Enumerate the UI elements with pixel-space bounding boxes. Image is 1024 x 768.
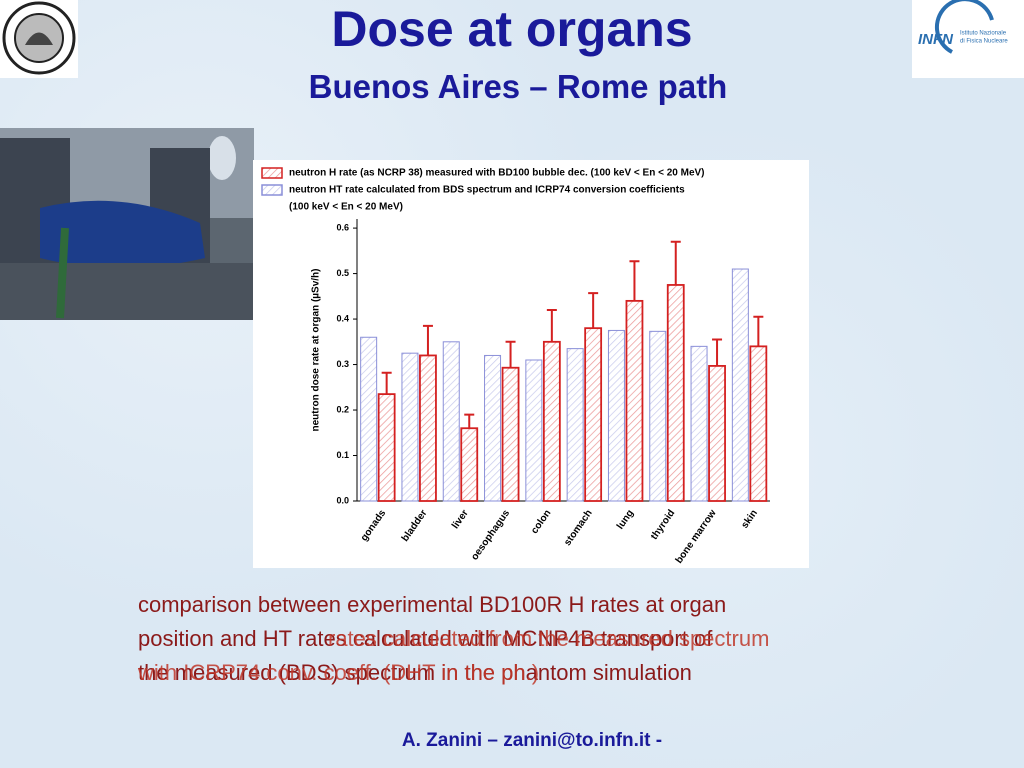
error-bar [712, 338, 723, 366]
bar [690, 345, 708, 502]
subtitle: Buenos Aires – Rome path [308, 68, 728, 105]
bar [377, 393, 396, 502]
bar [649, 330, 667, 502]
error-bar [464, 413, 475, 429]
legend-swatch [261, 167, 283, 179]
legend-label: neutron H rate (as NCRP 38) measured wit… [289, 168, 705, 179]
caption: comparison between experimental BD100R H… [138, 588, 938, 690]
error-bar [670, 240, 681, 285]
legend-label: (100 keV < En < 20 MeV) [289, 202, 403, 213]
title: Dose at organs [331, 1, 693, 57]
error-bar [546, 308, 557, 342]
infn-logo: INFN Istituto Nazionale di Fisica Nuclea… [912, 0, 1024, 78]
caption-line: rates calculated from the measured spect… [328, 626, 770, 651]
bar [584, 327, 603, 502]
legend-swatch [261, 184, 283, 196]
bar [442, 341, 460, 502]
bar [484, 354, 502, 502]
infn-name: Istituto Nazionale [960, 31, 1007, 37]
footer: A. Zanini – zanini@to.infn.it - [401, 730, 663, 751]
bar [607, 329, 625, 502]
caption-line: position and HT rates calculated with MC… [138, 626, 713, 651]
bar [731, 268, 749, 502]
error-bar [505, 340, 516, 368]
bar [401, 352, 419, 502]
infn-logo-graphic: INFN Istituto Nazionale di Fisica Nuclea… [918, 0, 1008, 54]
y-tick-label: 0.1 [336, 450, 349, 460]
error-bar [629, 260, 640, 301]
caption-overlay: rates calculated from the measured spect… [138, 622, 928, 690]
bar [360, 336, 378, 502]
infn-name: di Fisica Nucleare [960, 39, 1008, 45]
infn-mark: INFN [918, 31, 954, 48]
bar [666, 284, 685, 502]
university-seal [0, 0, 78, 78]
error-bar [381, 371, 392, 395]
bar [566, 348, 584, 502]
bar [749, 345, 768, 502]
bar [501, 366, 520, 502]
bar [419, 354, 437, 502]
bar [708, 365, 726, 502]
y-tick-label: 0.4 [336, 313, 349, 323]
y-tick-label: 0.3 [336, 359, 349, 369]
caption-line: with ICRP74 conv. coeff. (DHT in the ph.… [138, 660, 540, 685]
error-bar [588, 292, 599, 329]
photo [0, 128, 254, 320]
y-tick-label: 0.5 [336, 268, 349, 278]
caption-line: comparison between experimental BD100R H… [138, 592, 727, 617]
bar [460, 427, 479, 502]
legend-label: neutron HT rate calculated from BDS spec… [289, 185, 685, 196]
error-bar [422, 324, 433, 356]
y-axis-label: neutron dose rate at organ (µSv/h) [311, 268, 322, 431]
y-tick-label: 0.2 [336, 404, 349, 414]
y-tick-label: 0.6 [336, 222, 349, 232]
bar [542, 340, 561, 502]
bar [625, 299, 644, 502]
bar [525, 359, 543, 502]
error-bar [753, 315, 764, 347]
caption-line: the measured (BDS) spectrum in the phant… [138, 660, 692, 685]
y-tick-label: 0.0 [336, 495, 349, 505]
